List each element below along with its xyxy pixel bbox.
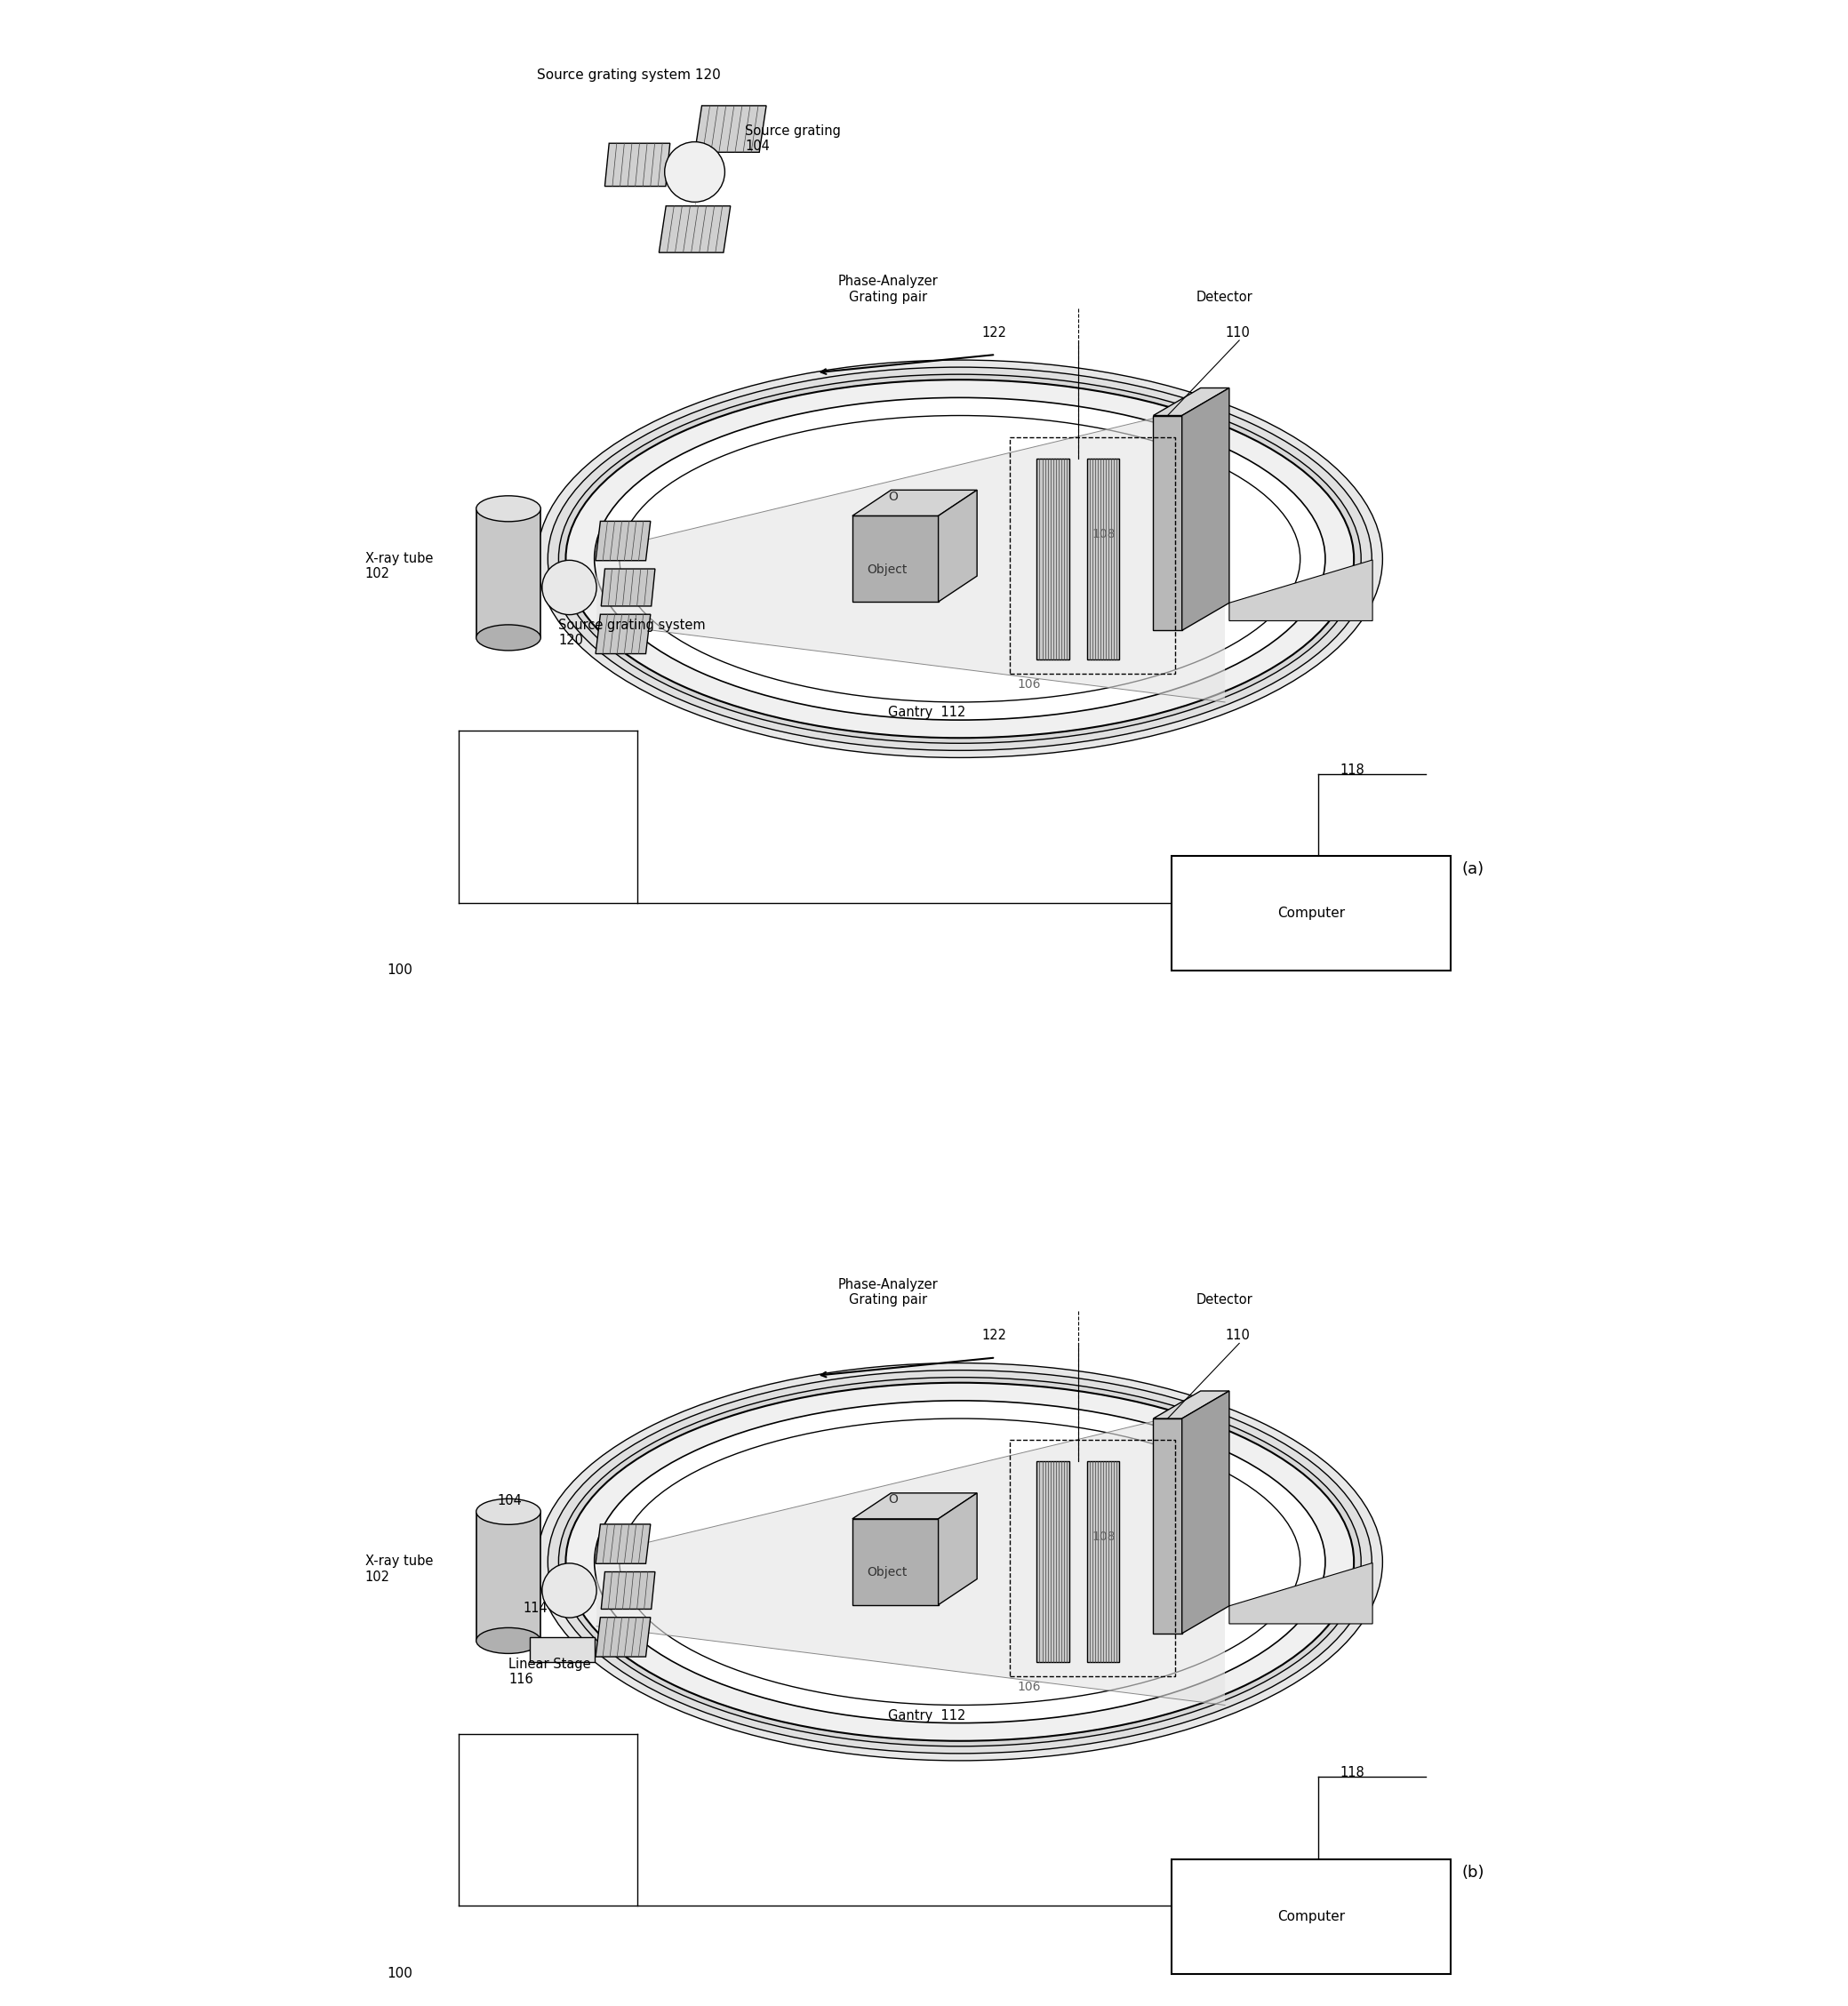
Polygon shape (1153, 1418, 1183, 1633)
Text: Detector: Detector (1196, 291, 1253, 303)
Polygon shape (852, 516, 939, 602)
Polygon shape (1183, 387, 1229, 630)
Text: 110: 110 (1225, 327, 1249, 339)
Text: 122: 122 (981, 1330, 1005, 1342)
Text: Computer: Computer (1277, 1910, 1345, 1924)
Polygon shape (595, 614, 650, 654)
Polygon shape (1087, 1462, 1120, 1663)
Text: Gantry  112: Gantry 112 (889, 706, 967, 718)
Text: (a): (a) (1462, 863, 1484, 877)
Ellipse shape (477, 495, 541, 522)
Text: Object: Object (867, 564, 907, 576)
Polygon shape (852, 1492, 978, 1519)
Text: 114: 114 (523, 1601, 547, 1615)
Polygon shape (852, 489, 978, 516)
Polygon shape (1183, 1390, 1229, 1633)
Ellipse shape (619, 1418, 1301, 1705)
FancyBboxPatch shape (477, 1513, 541, 1641)
Ellipse shape (565, 1382, 1355, 1741)
Text: 100: 100 (386, 963, 412, 977)
Circle shape (665, 142, 724, 203)
Polygon shape (595, 522, 650, 560)
FancyBboxPatch shape (1172, 857, 1451, 971)
Polygon shape (604, 142, 671, 187)
Ellipse shape (595, 397, 1325, 720)
FancyBboxPatch shape (1172, 1860, 1451, 1974)
Text: Phase-Analyzer
Grating pair: Phase-Analyzer Grating pair (837, 1278, 939, 1306)
Polygon shape (595, 1525, 650, 1563)
FancyBboxPatch shape (477, 510, 541, 638)
Polygon shape (939, 489, 978, 602)
Text: Detector: Detector (1196, 1294, 1253, 1306)
Text: Gantry  112: Gantry 112 (889, 1709, 967, 1721)
Text: 106: 106 (1016, 678, 1040, 690)
Polygon shape (1087, 459, 1120, 660)
Polygon shape (1153, 1390, 1229, 1418)
Ellipse shape (547, 1370, 1371, 1753)
Ellipse shape (558, 1378, 1362, 1747)
Text: Object: Object (867, 1567, 907, 1579)
Text: Computer: Computer (1277, 907, 1345, 921)
Text: O: O (889, 1492, 898, 1507)
Ellipse shape (538, 1362, 1382, 1761)
Polygon shape (1037, 459, 1070, 660)
Ellipse shape (477, 624, 541, 650)
Text: O: O (889, 489, 898, 504)
Text: X-ray tube
102: X-ray tube 102 (366, 1555, 432, 1583)
Polygon shape (1153, 415, 1183, 630)
Text: Phase-Analyzer
Grating pair: Phase-Analyzer Grating pair (837, 275, 939, 303)
Text: 100: 100 (386, 1966, 412, 1980)
Ellipse shape (619, 415, 1301, 702)
Text: 106: 106 (1016, 1681, 1040, 1693)
Text: 108: 108 (1092, 528, 1116, 540)
Polygon shape (1229, 560, 1373, 620)
Text: 122: 122 (981, 327, 1005, 339)
Polygon shape (939, 1492, 978, 1605)
Polygon shape (601, 570, 654, 606)
Ellipse shape (477, 1498, 541, 1525)
Text: 118: 118 (1340, 762, 1364, 776)
FancyBboxPatch shape (530, 1637, 595, 1663)
Polygon shape (597, 401, 1225, 702)
Polygon shape (660, 207, 730, 253)
Circle shape (541, 560, 597, 614)
Circle shape (541, 1563, 597, 1617)
Text: Source grating system
120: Source grating system 120 (558, 618, 706, 648)
Ellipse shape (595, 1400, 1325, 1723)
Polygon shape (595, 1617, 650, 1657)
Polygon shape (1037, 1462, 1070, 1663)
Text: X-ray tube
102: X-ray tube 102 (366, 552, 432, 580)
Text: 104: 104 (497, 1494, 523, 1507)
Ellipse shape (558, 375, 1362, 744)
Polygon shape (1229, 1563, 1373, 1623)
Polygon shape (695, 106, 767, 152)
Polygon shape (852, 1519, 939, 1605)
Polygon shape (601, 1573, 654, 1609)
Polygon shape (597, 1404, 1225, 1705)
Text: Source grating
104: Source grating 104 (745, 124, 841, 152)
Ellipse shape (565, 379, 1355, 738)
Text: Linear Stage
116: Linear Stage 116 (508, 1657, 591, 1687)
Text: 118: 118 (1340, 1765, 1364, 1779)
Text: 110: 110 (1225, 1330, 1249, 1342)
Text: Source grating system 120: Source grating system 120 (538, 68, 721, 82)
Ellipse shape (477, 1627, 541, 1653)
Ellipse shape (547, 367, 1371, 750)
Polygon shape (1153, 387, 1229, 415)
Text: (b): (b) (1462, 1866, 1484, 1880)
Text: 108: 108 (1092, 1531, 1116, 1543)
Ellipse shape (538, 359, 1382, 758)
